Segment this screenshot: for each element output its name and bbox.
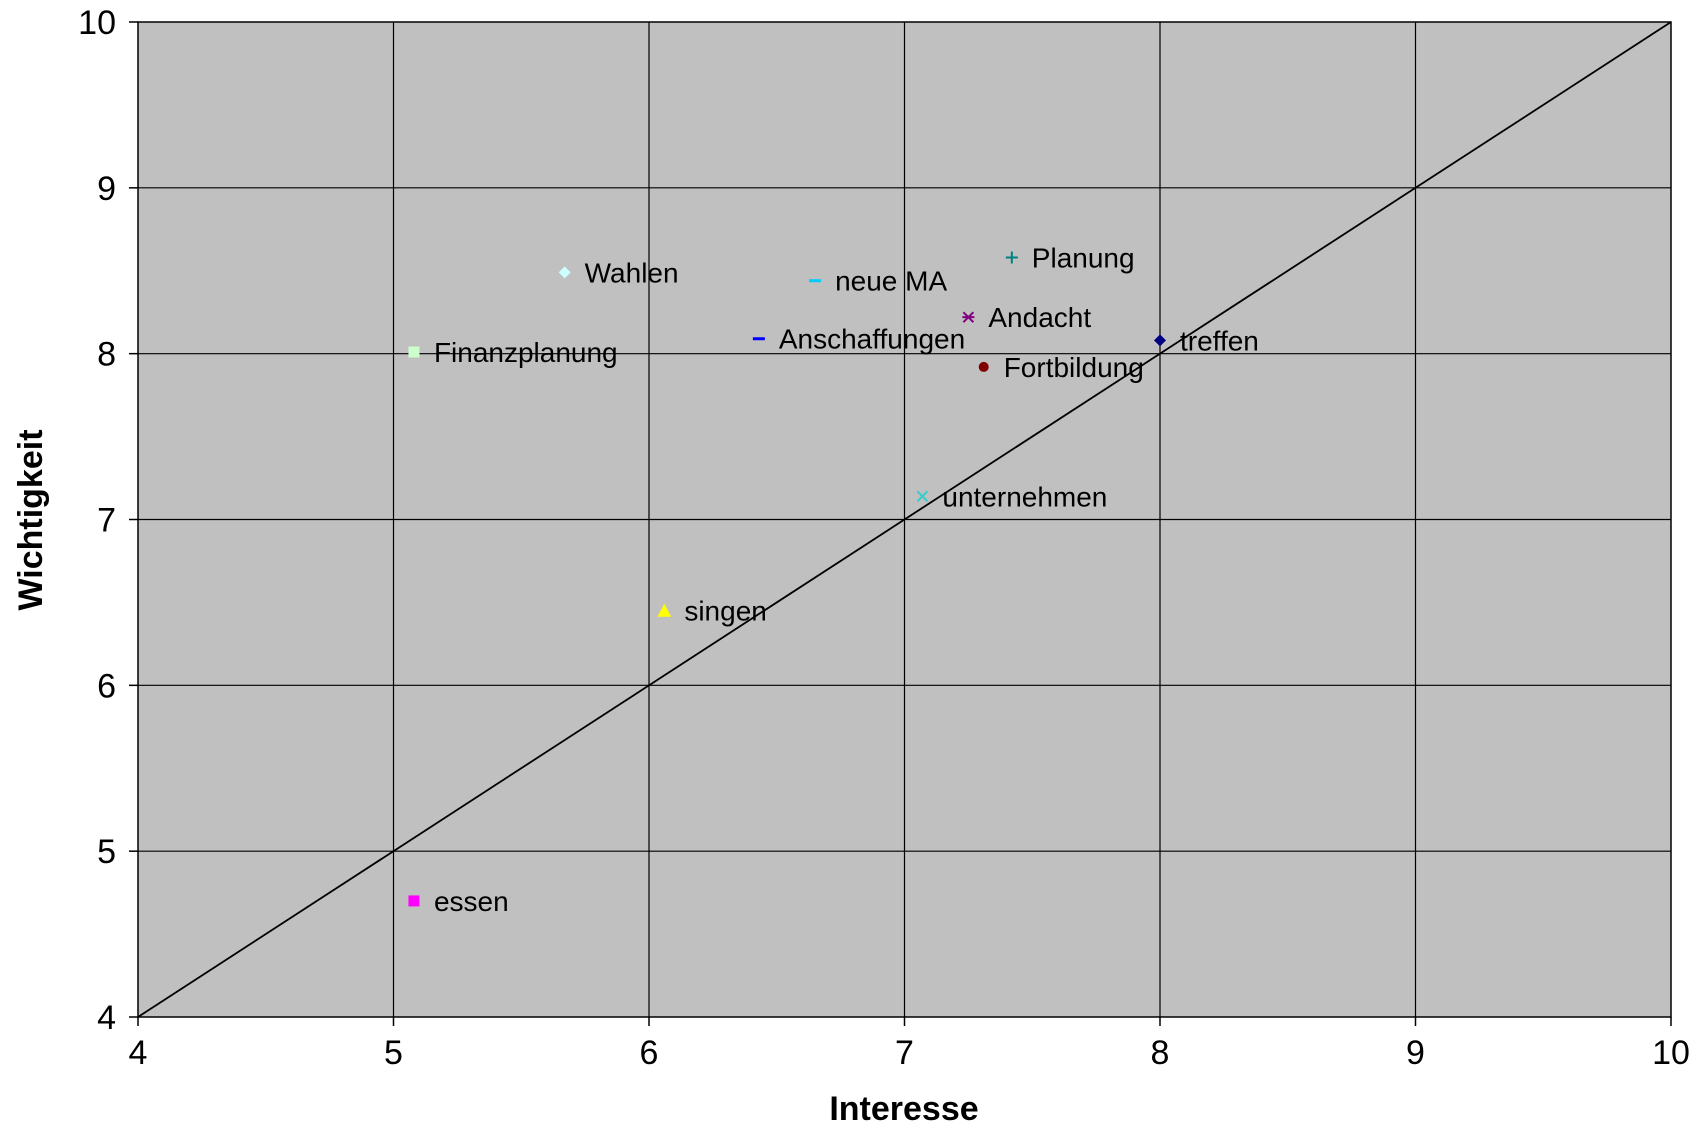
point-marker <box>657 603 672 617</box>
point-marker <box>1005 251 1018 264</box>
reference-line-group <box>137 21 1672 1018</box>
y-tick-label: 4 <box>97 999 116 1037</box>
point-label: singen <box>684 596 767 627</box>
data-point: essen <box>408 886 509 917</box>
data-point: unternehmen <box>916 481 1107 512</box>
point-marker <box>809 279 822 283</box>
x-tick-label: 4 <box>129 1034 148 1072</box>
y-tick-label: 8 <box>97 336 116 374</box>
point-label: Anschaffungen <box>779 324 965 355</box>
point-marker <box>978 361 989 372</box>
data-point: Anschaffungen <box>752 324 965 355</box>
point-marker <box>916 490 929 502</box>
x-axis-title: Interesse <box>829 1090 978 1125</box>
point-label: Fortbildung <box>1004 352 1144 383</box>
point-label: Finanzplanung <box>434 337 618 368</box>
x-tick-label: 8 <box>1151 1034 1170 1072</box>
point-marker <box>408 895 420 907</box>
y-axis-ticks: 4 5 6 7 8 9 10 <box>78 4 138 1037</box>
point-label: essen <box>434 886 509 917</box>
y-tick-label: 9 <box>97 170 116 208</box>
x-tick-label: 7 <box>895 1034 914 1072</box>
point-marker <box>408 346 420 358</box>
x-axis-ticks: 4 5 6 7 8 9 10 <box>129 1017 1690 1072</box>
y-tick-label: 5 <box>97 833 116 871</box>
point-marker <box>752 337 765 341</box>
data-point: Wahlen <box>558 257 679 288</box>
y-axis-title: Wichtigkeit <box>12 429 50 610</box>
point-label: neue MA <box>835 266 947 297</box>
data-point: Finanzplanung <box>408 337 618 368</box>
y-tick-label: 6 <box>97 667 116 705</box>
point-label: treffen <box>1180 325 1259 356</box>
data-point: singen <box>657 596 767 627</box>
x-tick-label: 5 <box>384 1034 403 1072</box>
reference-line <box>137 21 1672 1018</box>
point-marker <box>962 311 975 323</box>
x-tick-label: 10 <box>1652 1034 1690 1072</box>
point-label: Wahlen <box>585 257 679 288</box>
data-point: Andacht <box>962 302 1091 333</box>
point-marker <box>558 266 571 279</box>
y-tick-label: 10 <box>78 4 116 42</box>
data-point: neue MA <box>809 266 947 297</box>
y-tick-label: 7 <box>97 502 116 540</box>
point-label: Andacht <box>988 302 1091 333</box>
data-point: Fortbildung <box>978 352 1144 383</box>
x-tick-label: 9 <box>1406 1034 1425 1072</box>
data-point: treffen <box>1154 325 1259 356</box>
point-label: unternehmen <box>942 481 1107 512</box>
data-point: Planung <box>1005 242 1135 273</box>
point-marker <box>1154 334 1166 347</box>
x-tick-label: 6 <box>640 1034 659 1072</box>
point-label: Planung <box>1032 242 1135 273</box>
data-points: Wahlen neue MA Planung Andacht Finanzplanung… <box>408 242 1259 917</box>
